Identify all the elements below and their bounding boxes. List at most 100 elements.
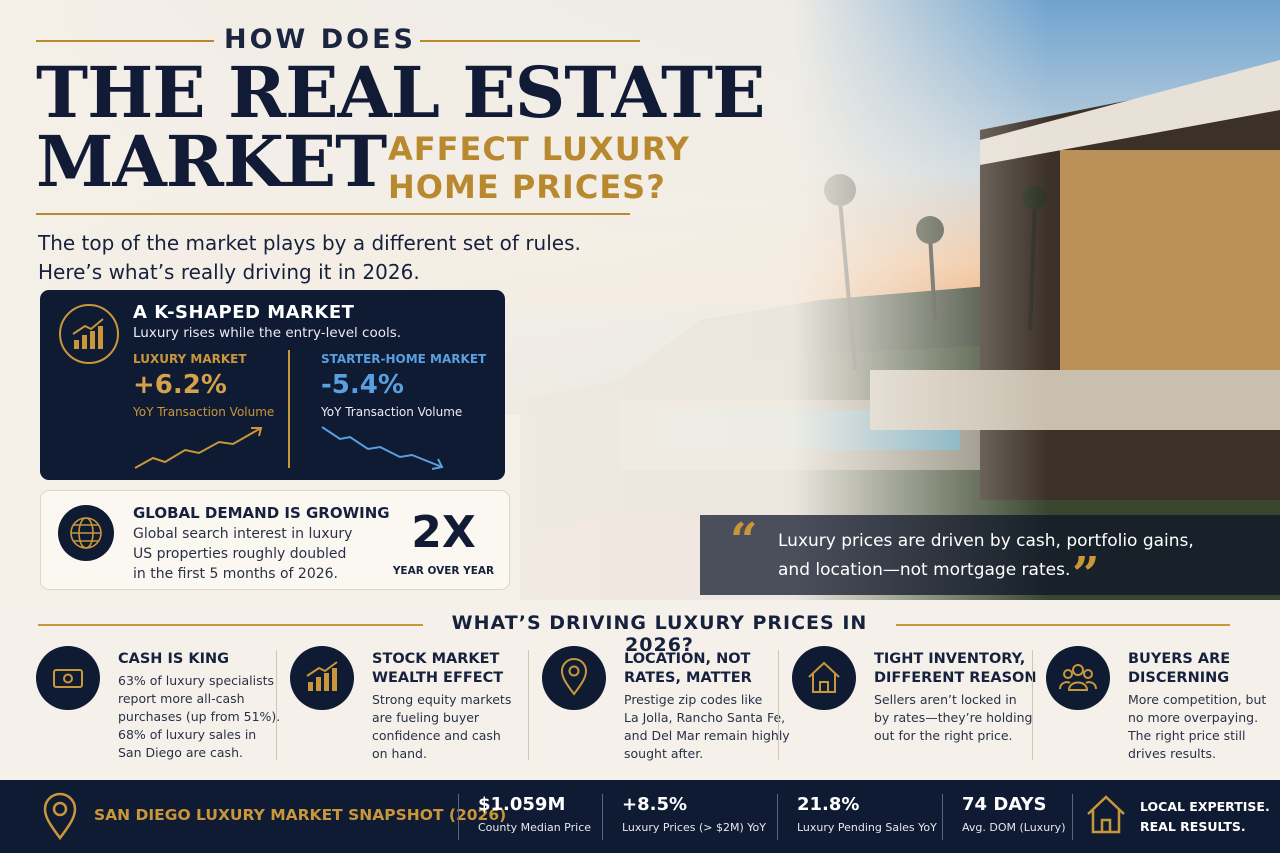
starter-caption: YoY Transaction Volume [321,405,463,419]
quote-text: Luxury prices are driven by cash, portfo… [778,527,1194,585]
stat-divider [777,794,778,840]
text-line: Global search interest in luxury [133,526,353,542]
chart-icon [59,304,119,364]
drivers-heading: WHAT’S DRIVING LUXURY PRICES IN 2026? [451,612,868,656]
text-line: by rates—they’re holding [874,710,1033,725]
title-line: RATES, MATTER [624,670,752,686]
quote-mark: “ [730,513,758,569]
text-line: purchases (up from 51%). [118,709,281,724]
title-line: WEALTH EFFECT [372,670,504,686]
globe-icon [58,505,114,561]
luxury-value: +6.2% [133,370,227,400]
tagline-line: REAL RESULTS. [1140,819,1246,834]
footer: SAN DIEGO LUXURY MARKET SNAPSHOT (2026) … [0,780,1280,853]
driver-icon [36,646,100,710]
stat-value: $1.059M [478,794,566,815]
title-accent: AFFECT LUXURY HOME PRICES? [388,130,690,206]
driver-title: STOCK MARKET WEALTH EFFECT [372,650,503,688]
tagline-line: LOCAL EXPERTISE. [1140,799,1270,814]
luxury-caption: YoY Transaction Volume [133,405,275,419]
accent-line: HOME PRICES? [388,168,666,206]
quote-mark: ” [1072,547,1100,603]
card-title: A K-SHAPED MARKET [133,302,355,323]
driver-title: TIGHT INVENTORY, DIFFERENT REASON [874,650,1037,688]
driver-text: Prestige zip codes like La Jolla, Rancho … [624,691,790,763]
text-line: on hand. [372,746,427,761]
rule [896,624,1230,626]
stat-divider [1072,794,1073,840]
driver-text: Strong equity markets are fueling buyer co… [372,691,511,763]
text-line: report more all-cash [118,691,245,706]
driver-text: More competition, but no more overpaying.… [1128,691,1266,763]
driver-icon [792,646,856,710]
stat-label: Luxury Pending Sales YoY [797,821,937,834]
title-line: BUYERS ARE [1128,651,1231,667]
title-line: THE REAL ESTATE [36,51,765,134]
title-line: DIFFERENT REASON [874,670,1037,686]
global-card: GLOBAL DEMAND IS GROWING Global search i… [40,490,510,590]
trend-up [134,427,263,469]
tagline: LOCAL EXPERTISE. REAL RESULTS. [1140,797,1270,837]
text-line: Strong equity markets [372,692,512,707]
text-line: US properties roughly doubled [133,546,347,562]
text-line: 63% of luxury specialists [118,673,275,688]
driver-text: Sellers aren’t locked in by rates—they’re… [874,691,1032,745]
trend-down [321,426,444,470]
quote-box: “ Luxury prices are driven by cash, port… [700,513,1280,603]
title-line: MARKET [36,120,387,203]
text-line: More competition, but [1128,692,1267,707]
column-divider [528,650,529,760]
text-line: and Del Mar remain highly [624,728,790,743]
title-line: LOCATION, NOT [624,651,751,667]
rule [38,624,423,626]
stat-value: 74 DAYS [962,794,1047,815]
intro: The top of the market plays by a differe… [38,229,581,287]
text-line: 68% of luxury sales in [118,727,257,742]
card-title: GLOBAL DEMAND IS GROWING [133,504,390,522]
column-divider [1032,650,1033,760]
house-icon [1087,795,1125,834]
driver-text: 63% of luxury specialists report more all… [118,672,280,762]
title-line: STOCK MARKET [372,651,500,667]
text-line: sought after. [624,746,704,761]
intro-line: The top of the market plays by a differe… [38,231,581,255]
accent-line: AFFECT LUXURY [388,130,690,168]
starter-value: -5.4% [321,370,404,400]
driver-title: CASH IS KING [118,650,229,669]
stat-label: County Median Price [478,821,592,834]
text-line: Sellers aren’t locked in [874,692,1017,707]
figure-caption: YEAR OVER YEAR [392,565,495,577]
k-market-card: A K-SHAPED MARKET Luxury rises while the… [40,290,505,480]
driver-icon [290,646,354,710]
starter-label: STARTER-HOME MARKET [321,352,487,366]
title-line: TIGHT INVENTORY, [874,651,1026,667]
text-line: The right price still [1128,728,1246,743]
pin-icon [43,792,77,841]
driver-icon [542,646,606,710]
driver-icon [1046,646,1110,710]
text-line: are fueling buyer [372,710,480,725]
column-divider [276,650,277,760]
quote-line: and location—not mortgage rates. [778,560,1071,580]
driver-title: BUYERS ARE DISCERNING [1128,650,1230,688]
card-text: Global search interest in luxury US prop… [133,524,352,584]
stat-label: Avg. DOM (Luxury) [962,821,1066,834]
divider [288,350,290,468]
rule [36,213,630,215]
stat-divider [602,794,603,840]
text-line: in the first 5 months of 2026. [133,566,339,582]
text-line: out for the right price. [874,728,1013,743]
text-line: La Jolla, Rancho Santa Fe, [624,710,786,725]
luxury-label: LUXURY MARKET [133,352,247,366]
stat-label: Luxury Prices (> $2M) YoY [622,821,766,834]
stat-value: +8.5% [622,794,688,815]
text-line: Prestige zip codes like [624,692,763,707]
quote-line: Luxury prices are driven by cash, portfo… [778,531,1194,551]
footer-title: SAN DIEGO LUXURY MARKET SNAPSHOT (2026) [94,806,507,824]
text-line: confidence and cash [372,728,501,743]
driver-title: LOCATION, NOT RATES, MATTER [624,650,752,688]
stat-value: 21.8% [797,794,860,815]
title-line: CASH IS KING [118,651,230,667]
stat-divider [458,794,459,840]
